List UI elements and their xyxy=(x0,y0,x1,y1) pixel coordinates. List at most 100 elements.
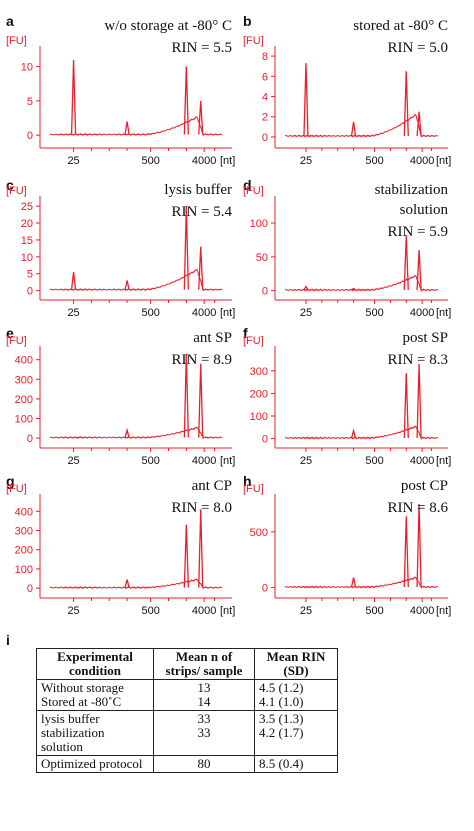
trace-line xyxy=(284,576,439,589)
x-tick-label: 4000 xyxy=(410,455,434,467)
x-tick-label: 4000 xyxy=(192,605,216,617)
trace-peak xyxy=(403,235,409,290)
rin-cell: 3.5 (1.3) 4.2 (1.7) xyxy=(254,710,338,756)
x-tick-label: 25 xyxy=(67,307,79,319)
trace-peak xyxy=(403,373,409,438)
trace-line xyxy=(284,113,439,138)
x-axis-label: [nt] xyxy=(220,307,235,319)
trace-peak xyxy=(198,246,204,290)
y-tick-label: 5 xyxy=(27,96,33,108)
trace-peak xyxy=(416,504,422,588)
panel-label: f xyxy=(243,325,248,341)
x-tick-label: 500 xyxy=(365,605,383,617)
x-tick-label: 25 xyxy=(300,307,312,319)
rin-value: 3.5 (1.3) xyxy=(259,711,304,726)
x-tick-label: 500 xyxy=(141,455,159,467)
y-tick-label: 2 xyxy=(262,112,268,124)
panel-title: ant CP xyxy=(192,478,232,494)
trace-peak xyxy=(303,285,309,291)
panel-title: stabilization xyxy=(375,182,449,198)
rin-summary-table: Experimental condition Mean n of strips/… xyxy=(36,648,338,773)
table-row: lysis buffer stabilization solution 33 3… xyxy=(36,710,338,756)
panel-label: a xyxy=(6,13,14,29)
y-tick-label: 0 xyxy=(262,434,268,446)
table-row: Optimized protocol 80 8.5 (0.4) xyxy=(36,755,338,773)
trace-peak xyxy=(124,121,130,135)
chart-panel-a: a [FU] 0 5 10 25 500 4000 [nt] w/o storage at -80… xyxy=(6,13,235,167)
trace-peak xyxy=(70,271,77,290)
rin-value: 4.2 (1.7) xyxy=(259,725,304,740)
trace-peak xyxy=(198,100,204,135)
strips-cell: 13 14 xyxy=(153,679,255,711)
y-tick-label: 20 xyxy=(21,218,33,230)
rin-value-label: RIN = 5.4 xyxy=(171,204,232,220)
rin-value: 4.5 (1.2) xyxy=(259,680,304,695)
chart-panel-e: e[FU] 0 100 200 300 400 25 500 4000 [nt] ant SP RIN… xyxy=(6,325,235,467)
y-axis-label: [FU] xyxy=(6,335,27,347)
y-tick-label: 5 xyxy=(27,269,33,281)
y-tick-label: 200 xyxy=(15,394,33,406)
trace-peak xyxy=(124,280,130,290)
x-axis-label: [nt] xyxy=(436,307,451,319)
x-axis-label: [nt] xyxy=(220,455,235,467)
header-experimental-condition: Experimental condition xyxy=(36,648,154,680)
x-tick-label: 25 xyxy=(67,155,79,167)
rin-summary-table-wrapper: Experimental condition Mean n of strips/… xyxy=(36,648,338,773)
x-axis-label: [nt] xyxy=(220,155,235,167)
x-tick-label: 500 xyxy=(365,155,383,167)
x-axis-label: [nt] xyxy=(220,605,235,617)
condition-value: Stored at -80˚C xyxy=(41,694,122,709)
chart-panel-g: g[FU] 0 100 200 300 400 25 500 4000 [nt] ant CP RIN… xyxy=(6,473,235,617)
panel-label: c xyxy=(6,177,14,193)
trace-peak xyxy=(350,121,357,137)
chart-panel-f: f[FU] 0 100 200 300 25 500 4000 [nt] post SP RIN =… xyxy=(243,325,451,467)
x-tick-label: 25 xyxy=(300,455,312,467)
y-tick-label: 10 xyxy=(21,62,33,74)
panel-label: e xyxy=(6,325,14,341)
rin-value: 4.1 (1.0) xyxy=(259,694,304,709)
y-tick-label: 4 xyxy=(262,92,268,104)
y-tick-label: 0 xyxy=(262,286,268,298)
x-tick-label: 500 xyxy=(141,155,159,167)
x-tick-label: 4000 xyxy=(192,155,216,167)
strips-value: 33 xyxy=(197,725,211,740)
y-tick-label: 0 xyxy=(27,583,33,595)
strips-cell: 80 xyxy=(153,755,255,773)
trace-line xyxy=(49,268,223,292)
rin-value: 8.5 (0.4) xyxy=(259,756,304,771)
condition-value: stabilization solution xyxy=(41,725,105,754)
condition-value: Without storage xyxy=(41,680,124,695)
header-mean-strips: Mean n of strips/ sample xyxy=(153,648,255,680)
y-tick-label: 25 xyxy=(21,201,33,213)
x-tick-label: 500 xyxy=(141,307,159,319)
y-tick-label: 300 xyxy=(15,526,33,538)
trace-peak xyxy=(416,111,422,136)
x-tick-label: 500 xyxy=(365,307,383,319)
rin-value-label: RIN = 8.9 xyxy=(171,352,232,368)
rin-value-label: RIN = 8.0 xyxy=(171,500,232,516)
chart-panel-c: c[FU] 0 5 10 15 20 25 25 500 4000 [nt] lysis buffer… xyxy=(6,177,235,319)
rin-value-label: RIN = 8.3 xyxy=(387,352,448,368)
y-tick-label: 0 xyxy=(27,433,33,445)
x-tick-label: 500 xyxy=(141,605,159,617)
x-tick-label: 4000 xyxy=(192,455,216,467)
y-tick-label: 50 xyxy=(256,252,268,264)
condition-cell: Optimized protocol xyxy=(36,755,154,773)
trace-peak xyxy=(403,516,409,588)
panel-title: ant SP xyxy=(193,330,232,346)
x-axis-label: [nt] xyxy=(436,605,451,617)
y-axis-label: [FU] xyxy=(6,35,27,47)
chart-panel-h: h[FU] 0 500 25 500 4000 [nt] post CP RIN = 8.6 xyxy=(243,473,451,617)
y-tick-label: 0 xyxy=(27,286,33,298)
y-tick-label: 15 xyxy=(21,235,33,247)
y-tick-label: 100 xyxy=(15,413,33,425)
x-tick-label: 25 xyxy=(67,455,79,467)
trace-line xyxy=(284,274,439,292)
y-axis-label: [FU] xyxy=(243,185,264,197)
panel-title: lysis buffer xyxy=(164,182,232,198)
rin-cell: 4.5 (1.2) 4.1 (1.0) xyxy=(254,679,338,711)
y-tick-label: 200 xyxy=(250,388,268,400)
y-tick-label: 200 xyxy=(15,545,33,557)
rin-value-label: RIN = 8.6 xyxy=(387,500,448,516)
